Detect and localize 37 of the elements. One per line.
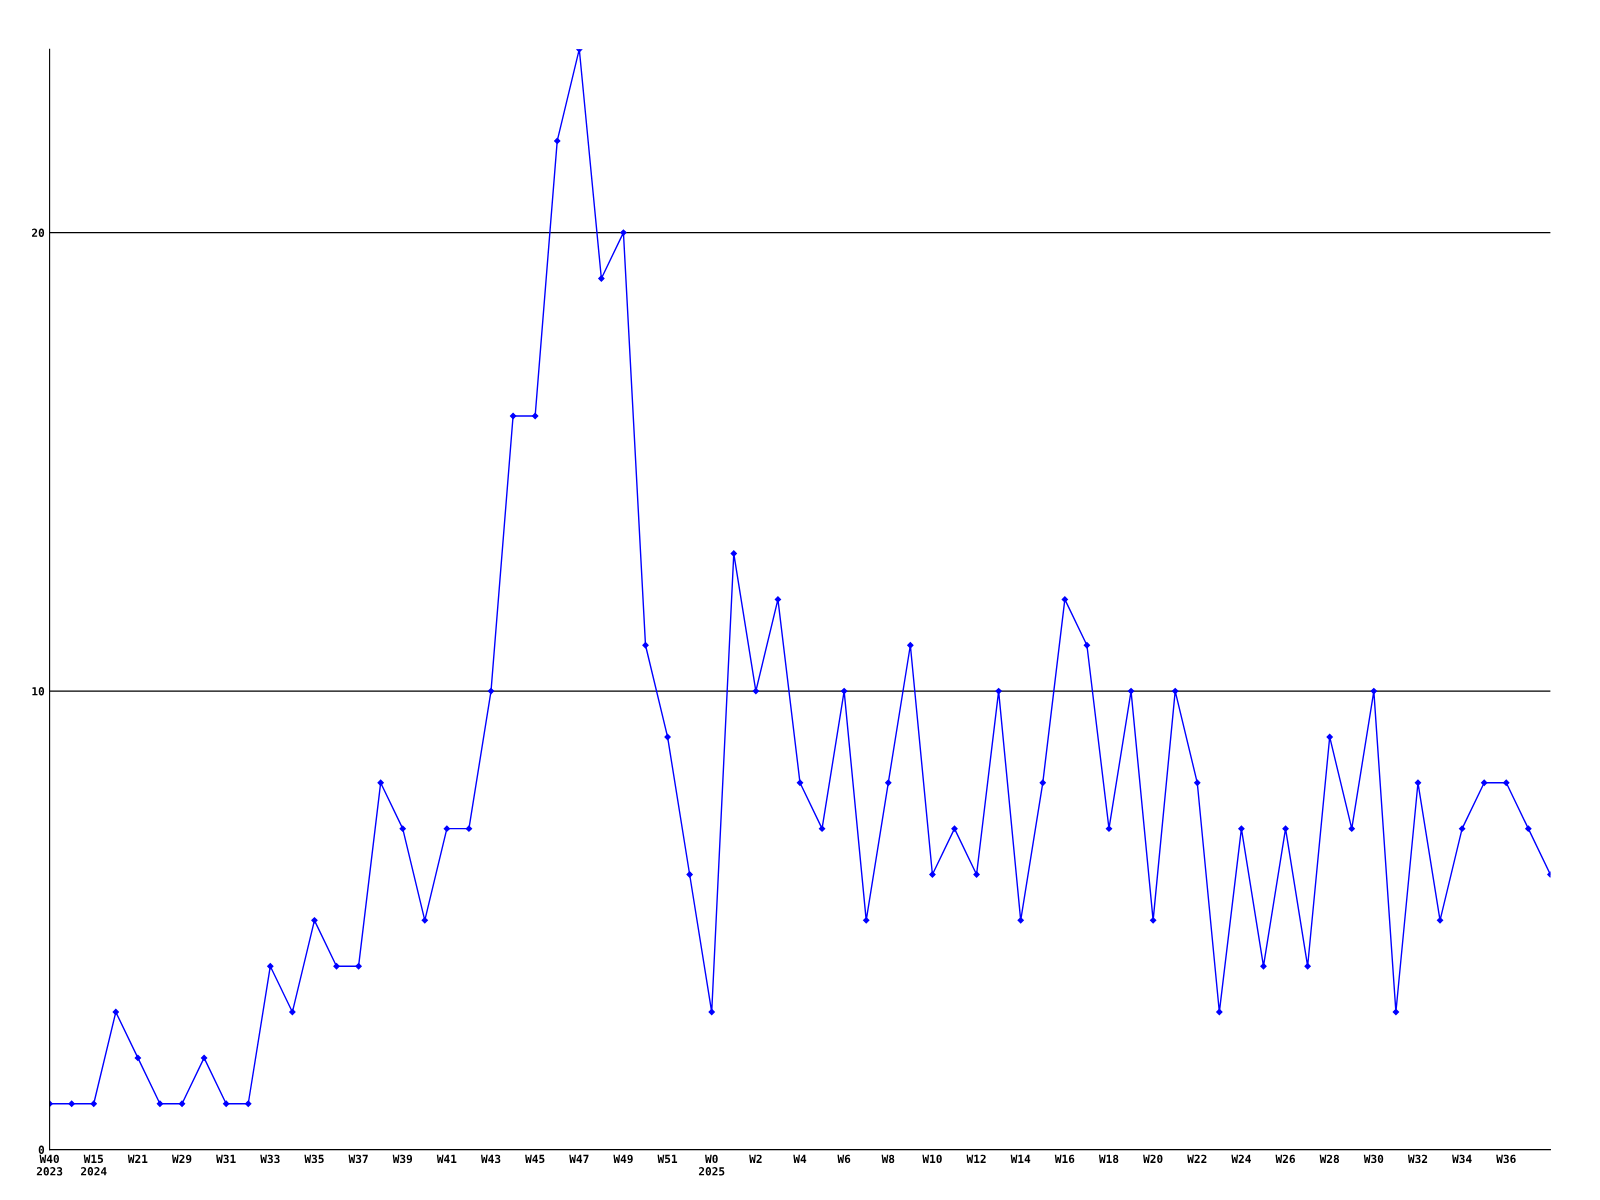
x-tick-label: W26 bbox=[1275, 1154, 1295, 1164]
x-tick-label: W32 bbox=[1407, 1154, 1428, 1164]
y-tick-label: 10 bbox=[32, 687, 45, 696]
x-tick-label: W51 bbox=[657, 1154, 678, 1164]
x-tick-label: W2 bbox=[749, 1154, 762, 1163]
x-tick-label: W20 bbox=[1143, 1154, 1163, 1164]
x-tick-label: W43 bbox=[480, 1154, 501, 1164]
x-tick-label: W34 bbox=[1452, 1154, 1472, 1164]
x-tick-label: W16 bbox=[1054, 1154, 1075, 1164]
x-tick-label: W35 bbox=[304, 1154, 324, 1164]
x-tick-label: W14 bbox=[1010, 1154, 1031, 1163]
x-tick-label: W33 bbox=[260, 1154, 280, 1164]
x-tick-label: W24 bbox=[1231, 1154, 1251, 1163]
x-tick-label: W29 bbox=[171, 1154, 192, 1164]
x-tick-label: W0 2025 bbox=[698, 1154, 725, 1176]
x-tick-label: W37 bbox=[348, 1154, 368, 1164]
x-tick-label: W41 bbox=[436, 1154, 457, 1163]
x-tick-label: W8 bbox=[881, 1154, 895, 1164]
x-tick-label: W49 bbox=[613, 1154, 633, 1164]
x-tick-label: W10 bbox=[922, 1154, 942, 1164]
x-tick-label: W39 bbox=[392, 1154, 413, 1164]
x-tick-label: W12 bbox=[966, 1154, 986, 1163]
x-tick-label: W30 bbox=[1363, 1154, 1384, 1164]
x-tick-label: W31 bbox=[216, 1154, 236, 1164]
y-tick-label: 0 bbox=[38, 1145, 45, 1154]
x-tick-label: W4 bbox=[793, 1154, 807, 1163]
x-tick-label: W45 bbox=[525, 1154, 545, 1164]
x-tick-label: W22 bbox=[1187, 1154, 1207, 1163]
x-tick-label: W6 bbox=[837, 1154, 851, 1164]
y-tick-label: 20 bbox=[31, 228, 45, 237]
x-tick-label: W28 bbox=[1319, 1154, 1340, 1164]
x-tick-label: W40 2023 bbox=[36, 1154, 63, 1176]
x-tick-label: W18 bbox=[1098, 1154, 1119, 1164]
x-tick-label: W21 bbox=[127, 1154, 148, 1163]
x-tick-label: W15 2024 bbox=[80, 1154, 107, 1176]
x-tick-label: W47 bbox=[569, 1154, 589, 1163]
x-tick-label: W36 bbox=[1496, 1154, 1516, 1164]
